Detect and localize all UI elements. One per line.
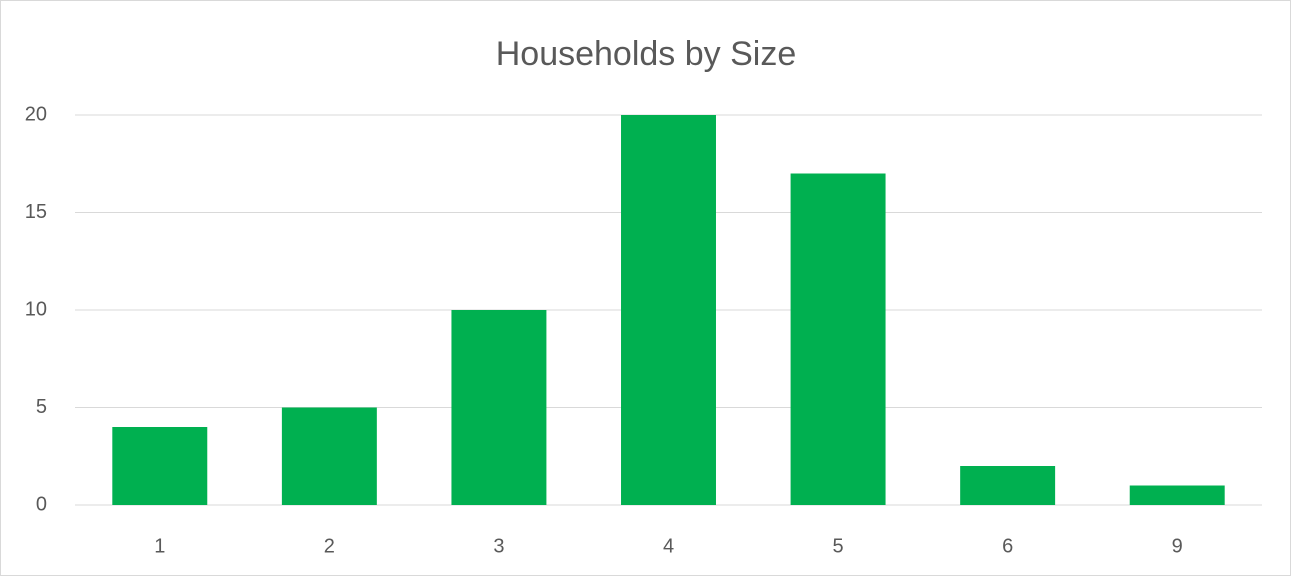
x-tick-label: 5 [833,535,844,557]
x-tick-label: 3 [493,535,504,557]
bar [960,466,1056,505]
bar [1129,485,1225,505]
x-tick-label: 9 [1172,535,1183,557]
y-tick-label: 0 [36,493,47,515]
x-tick-label: 1 [154,535,165,557]
x-tick-label: 4 [663,535,674,557]
bar [112,427,208,505]
y-tick-label: 20 [25,103,47,125]
bar [790,173,886,505]
x-tick-label: 2 [324,535,335,557]
bar [281,407,377,505]
y-tick-label: 5 [36,396,47,418]
y-tick-label: 15 [25,201,47,223]
bar [451,310,547,505]
chart-title: Households by Size [496,35,797,73]
bar [621,115,716,505]
y-tick-label: 10 [25,298,47,320]
x-tick-label: 6 [1002,535,1013,557]
